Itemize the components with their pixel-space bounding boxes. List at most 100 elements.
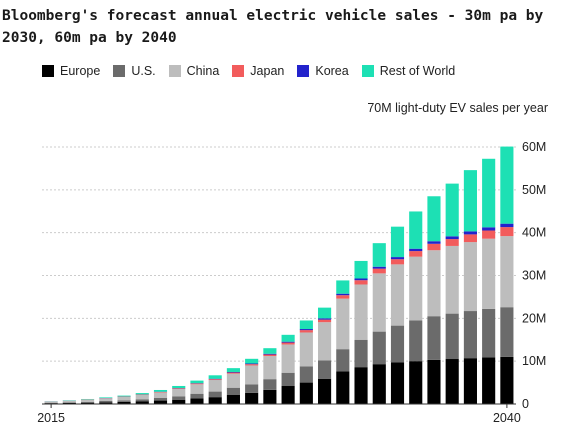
bar-stack <box>263 348 277 404</box>
bar-segment <box>172 389 186 397</box>
bar-segment <box>190 383 204 385</box>
bar-segment <box>81 399 95 402</box>
bar-segment <box>153 400 168 404</box>
bar-stack <box>372 243 386 404</box>
bar-stack <box>245 358 259 404</box>
bar-segment <box>372 273 386 332</box>
bar-segment <box>372 364 386 404</box>
bar-segment <box>299 320 313 330</box>
bar-segment <box>463 242 477 312</box>
bar-segment <box>482 227 496 231</box>
bar-segment <box>372 268 386 274</box>
gridlines <box>42 146 516 362</box>
bar-segment <box>336 349 350 372</box>
bar-segment <box>172 396 186 400</box>
bar-stack <box>409 211 423 404</box>
bar-segment <box>208 397 222 404</box>
legend-swatch-europe <box>42 65 54 77</box>
bar-segment <box>336 371 350 404</box>
bar-segment <box>263 354 277 357</box>
bar-segment <box>62 401 76 403</box>
x-tick-label: 2040 <box>493 411 521 425</box>
bar-segment <box>409 248 423 252</box>
bar-segment <box>81 402 95 404</box>
bar-segment <box>299 329 313 331</box>
bar-segment <box>427 316 441 360</box>
x-tick-label: 2015 <box>37 411 65 425</box>
bar-segment <box>245 358 259 364</box>
legend-swatch-korea <box>297 65 310 77</box>
y-tick-label: 20M <box>522 311 546 325</box>
legend-item-japan: Japan <box>232 64 284 78</box>
legend-item-europe: Europe <box>42 64 100 78</box>
bar-segment <box>354 278 368 281</box>
bar-segment <box>62 402 76 404</box>
legend-item-china: China <box>168 64 219 78</box>
bar-stack <box>62 400 76 404</box>
bar-segment <box>99 398 113 401</box>
bar-segment <box>281 344 295 373</box>
bar-segment <box>263 379 277 390</box>
bar-segment <box>500 356 514 404</box>
legend-swatch-rest-of-world <box>361 65 374 77</box>
bar-segment <box>500 227 514 237</box>
bar-segment <box>172 399 186 404</box>
bar-stack <box>153 389 168 404</box>
bar-segment <box>226 372 240 374</box>
bar-segment <box>44 401 58 403</box>
bar-segment <box>245 363 259 365</box>
bar-segment <box>281 341 295 343</box>
bar-segment <box>245 384 259 393</box>
bar-segment <box>299 382 313 404</box>
bar-segment <box>318 318 332 320</box>
bar-segment <box>463 231 477 235</box>
bar-segment <box>226 368 240 373</box>
bar-segment <box>409 320 423 362</box>
bar-segment <box>190 393 204 399</box>
bar-segment <box>263 353 277 355</box>
legend-label-korea: Korea <box>315 64 349 78</box>
bar-segment <box>372 243 386 267</box>
y-tick-label: 60M <box>522 140 546 154</box>
bar-stack <box>463 170 477 404</box>
bar-stack <box>135 393 149 404</box>
legend-label-europe: Europe <box>60 64 101 78</box>
stacked-bar-chart: 70M light-duty EV sales per year 0 10M 20M… <box>37 101 548 425</box>
y-tick-label: 30M <box>522 269 546 283</box>
bar-segment <box>99 397 113 399</box>
bar-segment <box>190 398 204 404</box>
bar-segment <box>318 360 332 379</box>
bar-stack <box>281 334 295 404</box>
bar-segment <box>463 234 477 243</box>
y-tick-label: 0 <box>522 397 529 411</box>
bar-segment <box>318 307 332 319</box>
y-tick-label: 50M <box>522 183 546 197</box>
bar-stack <box>117 395 131 404</box>
bar-segment <box>445 183 459 237</box>
bar-segment <box>190 384 204 394</box>
axes: 0 10M 20M 30M 40M 50M 60M 2015 2040 <box>37 140 546 425</box>
bar-segment <box>409 251 423 257</box>
bar-segment <box>117 395 131 397</box>
bar-segment <box>390 226 405 258</box>
bar-segment <box>281 372 295 387</box>
bar-segment <box>390 264 405 326</box>
bar-segment <box>117 400 131 402</box>
bar-segment <box>482 308 496 358</box>
bar-segment <box>226 373 240 388</box>
bar-segment <box>336 280 350 294</box>
bar-segment <box>336 293 350 296</box>
bar-segment <box>99 401 113 403</box>
bar-stack <box>81 398 95 404</box>
y-tick-label: 40M <box>522 226 546 240</box>
bar-segment <box>245 364 259 366</box>
legend-item-rest-of-world: Rest of World <box>361 64 455 78</box>
bar-segment <box>445 239 459 246</box>
bar-segment <box>208 391 222 398</box>
y-tick-label: 10M <box>522 354 546 368</box>
bar-segment <box>62 402 76 403</box>
bar-segment <box>409 256 423 321</box>
bar-segment <box>208 379 222 381</box>
bar-stack <box>172 385 186 404</box>
legend-label-us: U.S. <box>131 64 156 78</box>
